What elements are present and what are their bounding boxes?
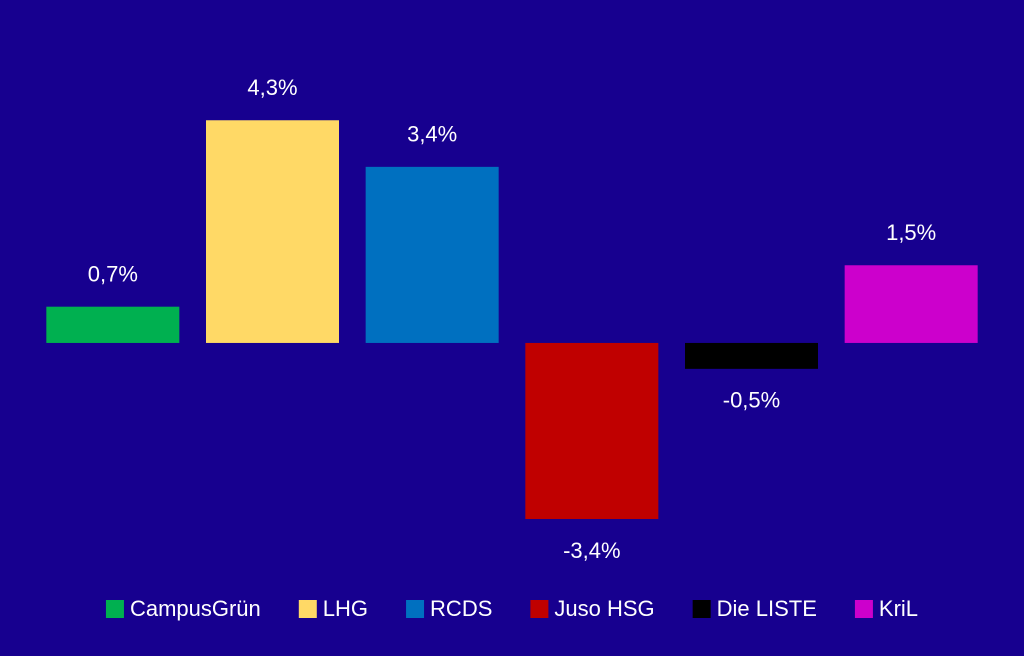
value-label: 0,7% (88, 262, 138, 287)
bar (844, 265, 978, 343)
bar (685, 342, 818, 369)
legend-label: KriL (879, 596, 918, 621)
legend-swatch (854, 600, 873, 618)
bar (365, 166, 499, 343)
value-label: -3,4% (563, 538, 620, 563)
legend-swatch (406, 600, 425, 618)
value-label: -0,5% (723, 388, 780, 413)
legend-swatch (298, 600, 317, 618)
bar (46, 306, 180, 343)
value-label: 3,4% (407, 122, 457, 147)
legend-label: Die LISTE (717, 596, 817, 621)
value-label: 1,5% (886, 220, 936, 245)
legend-label: Juso HSG (554, 596, 654, 621)
legend-swatch (692, 600, 711, 618)
bar (206, 120, 339, 343)
value-label: 4,3% (247, 75, 297, 100)
bar (525, 342, 659, 520)
legend-label: CampusGrün (130, 596, 261, 621)
legend-label: LHG (323, 596, 368, 621)
legend-swatch (530, 600, 549, 618)
legend-label: RCDS (430, 596, 492, 621)
legend-swatch (105, 600, 124, 618)
